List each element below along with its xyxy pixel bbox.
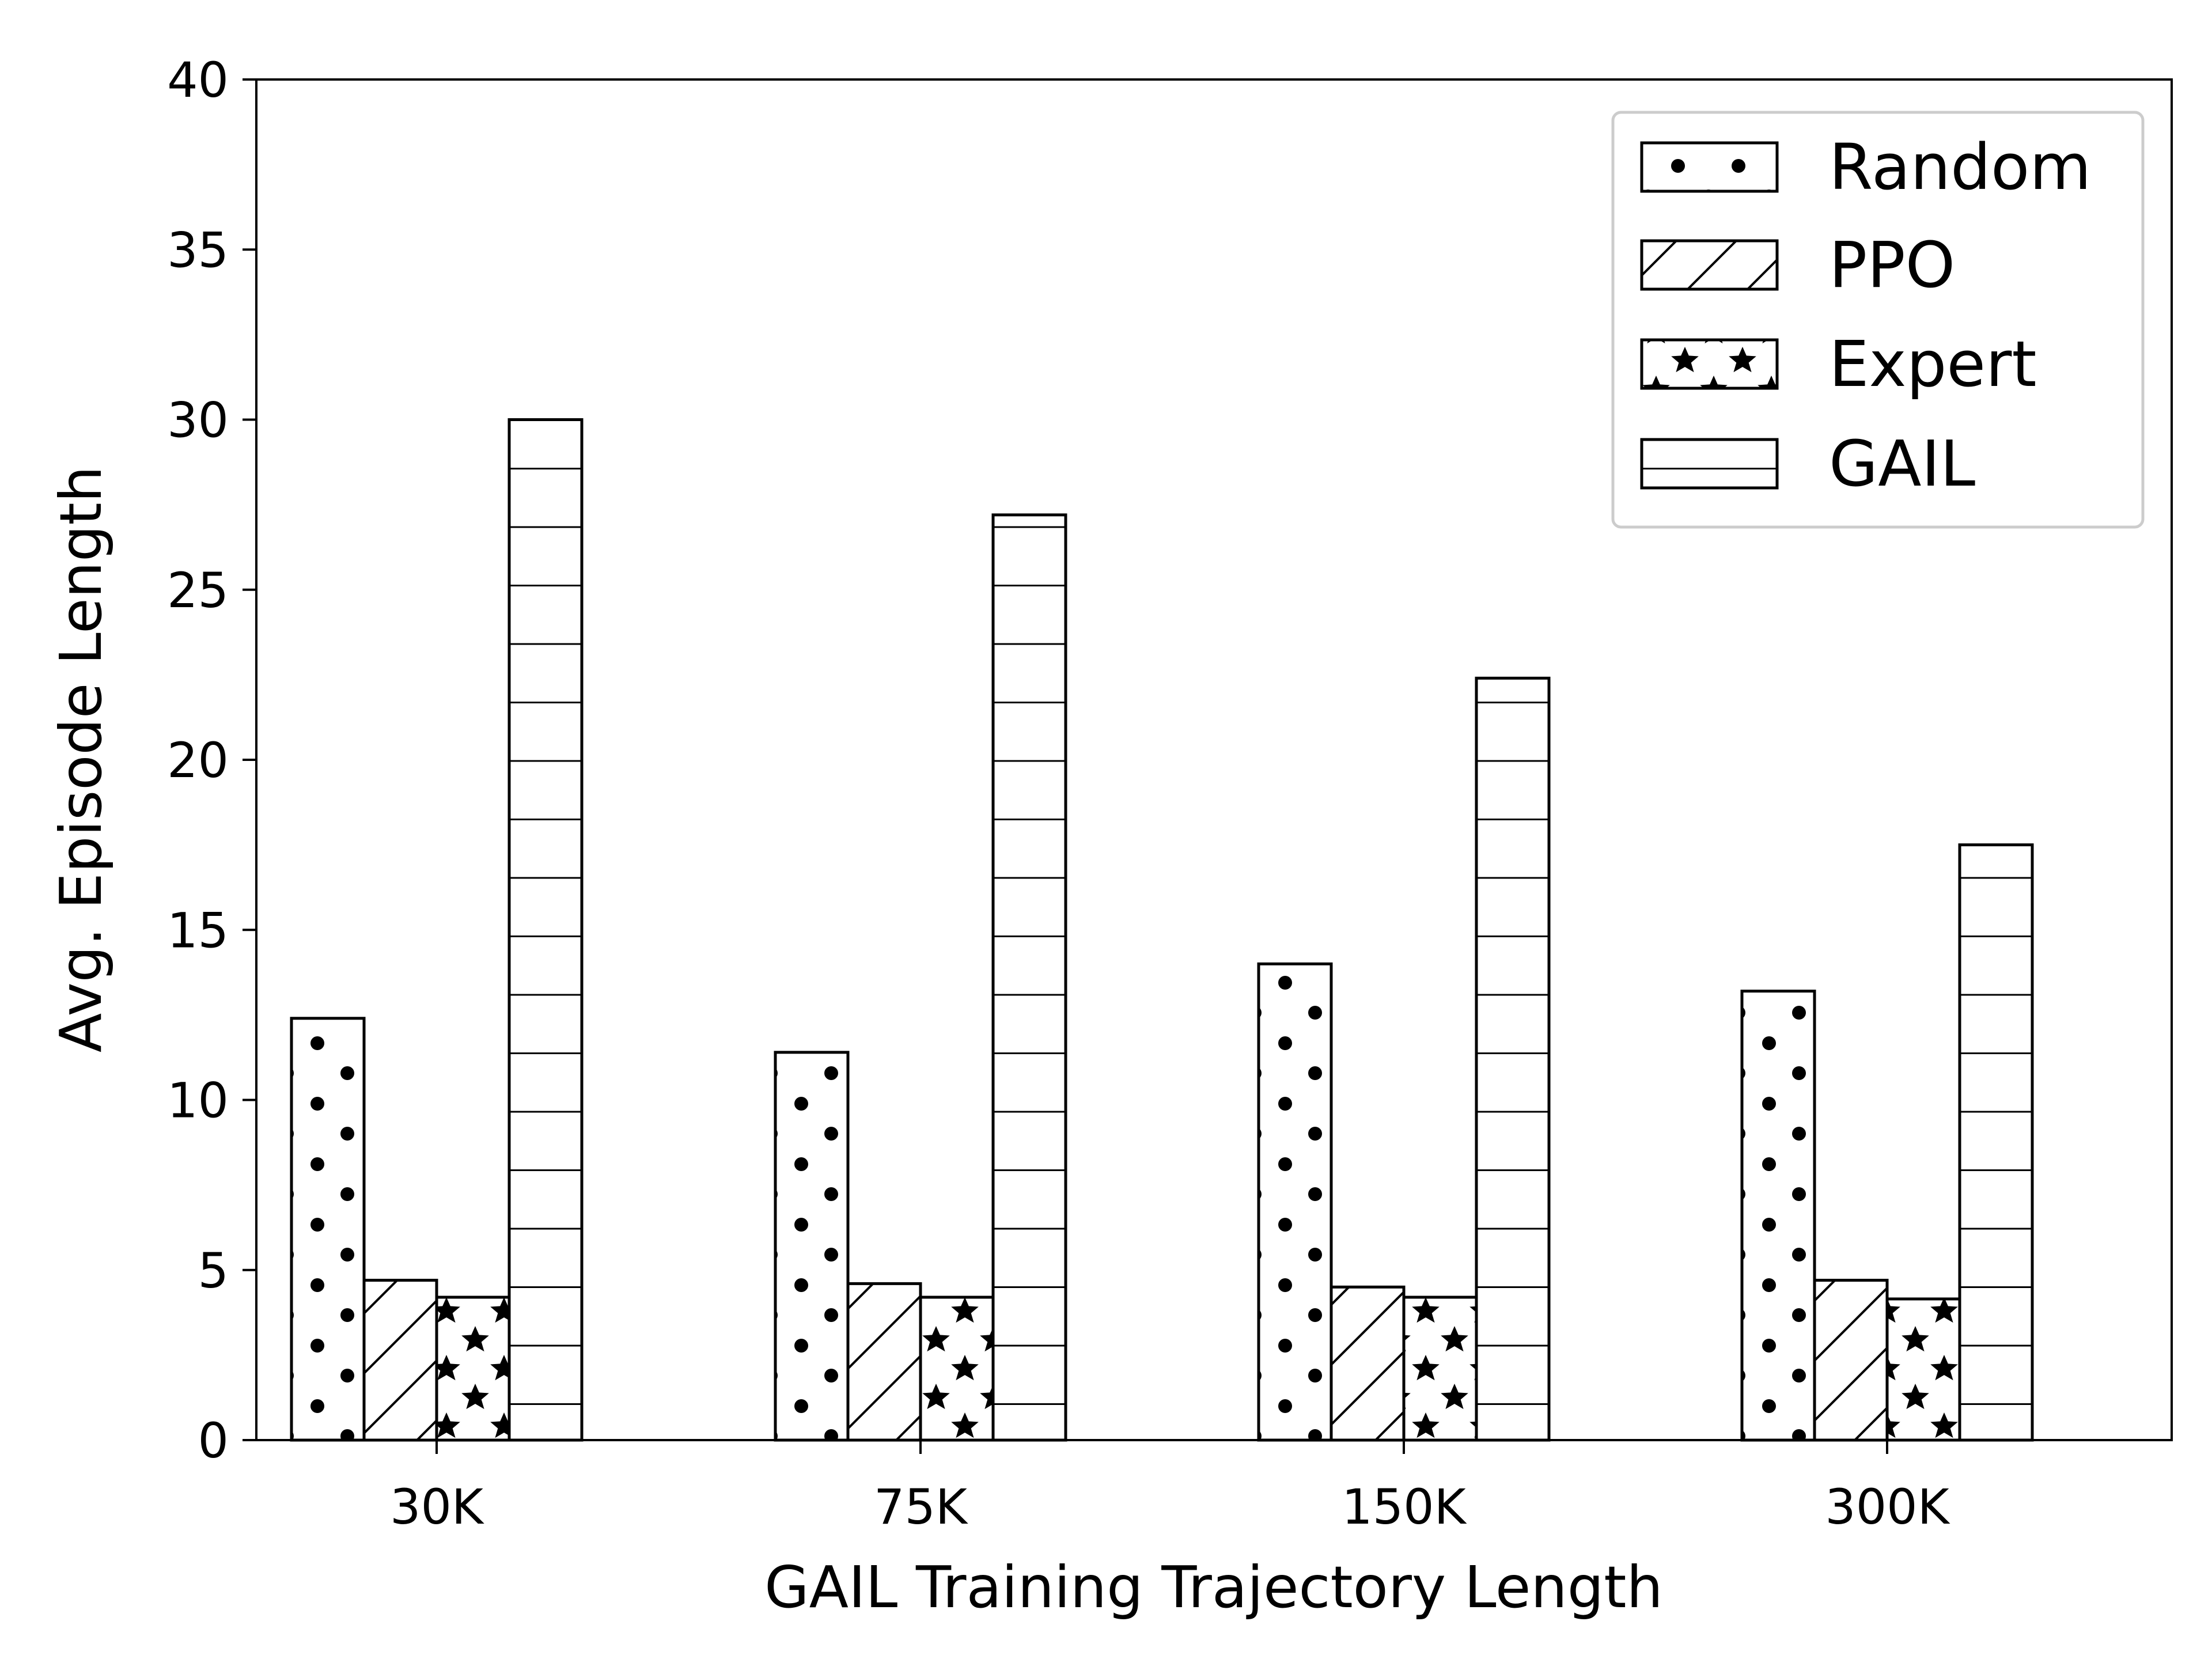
legend-swatch-random bbox=[1640, 141, 1779, 193]
legend-label-random: Random bbox=[1829, 130, 2091, 204]
bar-random-30k bbox=[290, 1017, 366, 1442]
x-axis-title: GAIL Training Trajectory Length bbox=[764, 1554, 1663, 1621]
y-tick-label: 25 bbox=[167, 562, 229, 619]
bar-ppo-30k bbox=[362, 1278, 438, 1442]
bar-random-300k bbox=[1740, 990, 1816, 1442]
bar-gail-75k bbox=[991, 513, 1067, 1442]
legend-swatch-expert bbox=[1640, 338, 1779, 390]
legend-label-ppo: PPO bbox=[1829, 228, 1955, 302]
bar-gail-300k bbox=[1958, 843, 2034, 1442]
x-axis: 30K 75K 150K 300K bbox=[390, 1440, 1950, 1535]
y-tick-label: 40 bbox=[167, 52, 229, 108]
y-tick-label: 0 bbox=[198, 1412, 229, 1469]
bar-expert-30k bbox=[435, 1296, 511, 1442]
legend-swatch-ppo bbox=[1640, 239, 1779, 291]
bar-random-150k bbox=[1257, 962, 1333, 1442]
legend: Random PPO Expert GAIL bbox=[1611, 111, 2145, 529]
bar-expert-300k bbox=[1885, 1297, 1961, 1442]
x-tick-label: 30K bbox=[390, 1479, 484, 1535]
y-tick-label: 15 bbox=[167, 902, 229, 959]
y-tick-label: 20 bbox=[167, 732, 229, 789]
x-tick-label: 150K bbox=[1342, 1479, 1467, 1535]
bar-expert-75k bbox=[919, 1296, 995, 1442]
bars-group bbox=[290, 418, 2034, 1442]
y-tick-label: 35 bbox=[167, 222, 229, 278]
legend-label-gail: GAIL bbox=[1829, 427, 1975, 501]
bar-random-75k bbox=[774, 1051, 850, 1442]
bar-ppo-300k bbox=[1813, 1278, 1889, 1442]
bar-expert-150k bbox=[1402, 1296, 1478, 1442]
legend-swatch-gail bbox=[1640, 438, 1779, 490]
y-tick-label: 5 bbox=[198, 1243, 229, 1299]
y-axis-title: Avg. Episode Length bbox=[47, 466, 115, 1052]
bar-gail-30k bbox=[507, 418, 584, 1442]
legend-label-expert: Expert bbox=[1829, 327, 2036, 401]
x-tick-label: 300K bbox=[1825, 1479, 1950, 1535]
bar-gail-150k bbox=[1475, 676, 1551, 1442]
y-tick-label: 10 bbox=[167, 1073, 229, 1129]
legend-frame bbox=[1611, 111, 2145, 529]
y-axis: 0 5 10 15 20 25 30 35 40 bbox=[167, 52, 256, 1469]
bar-ppo-150k bbox=[1330, 1285, 1406, 1442]
x-tick-label: 75K bbox=[874, 1479, 968, 1535]
y-tick-label: 30 bbox=[167, 392, 229, 449]
bar-ppo-75k bbox=[846, 1282, 922, 1442]
